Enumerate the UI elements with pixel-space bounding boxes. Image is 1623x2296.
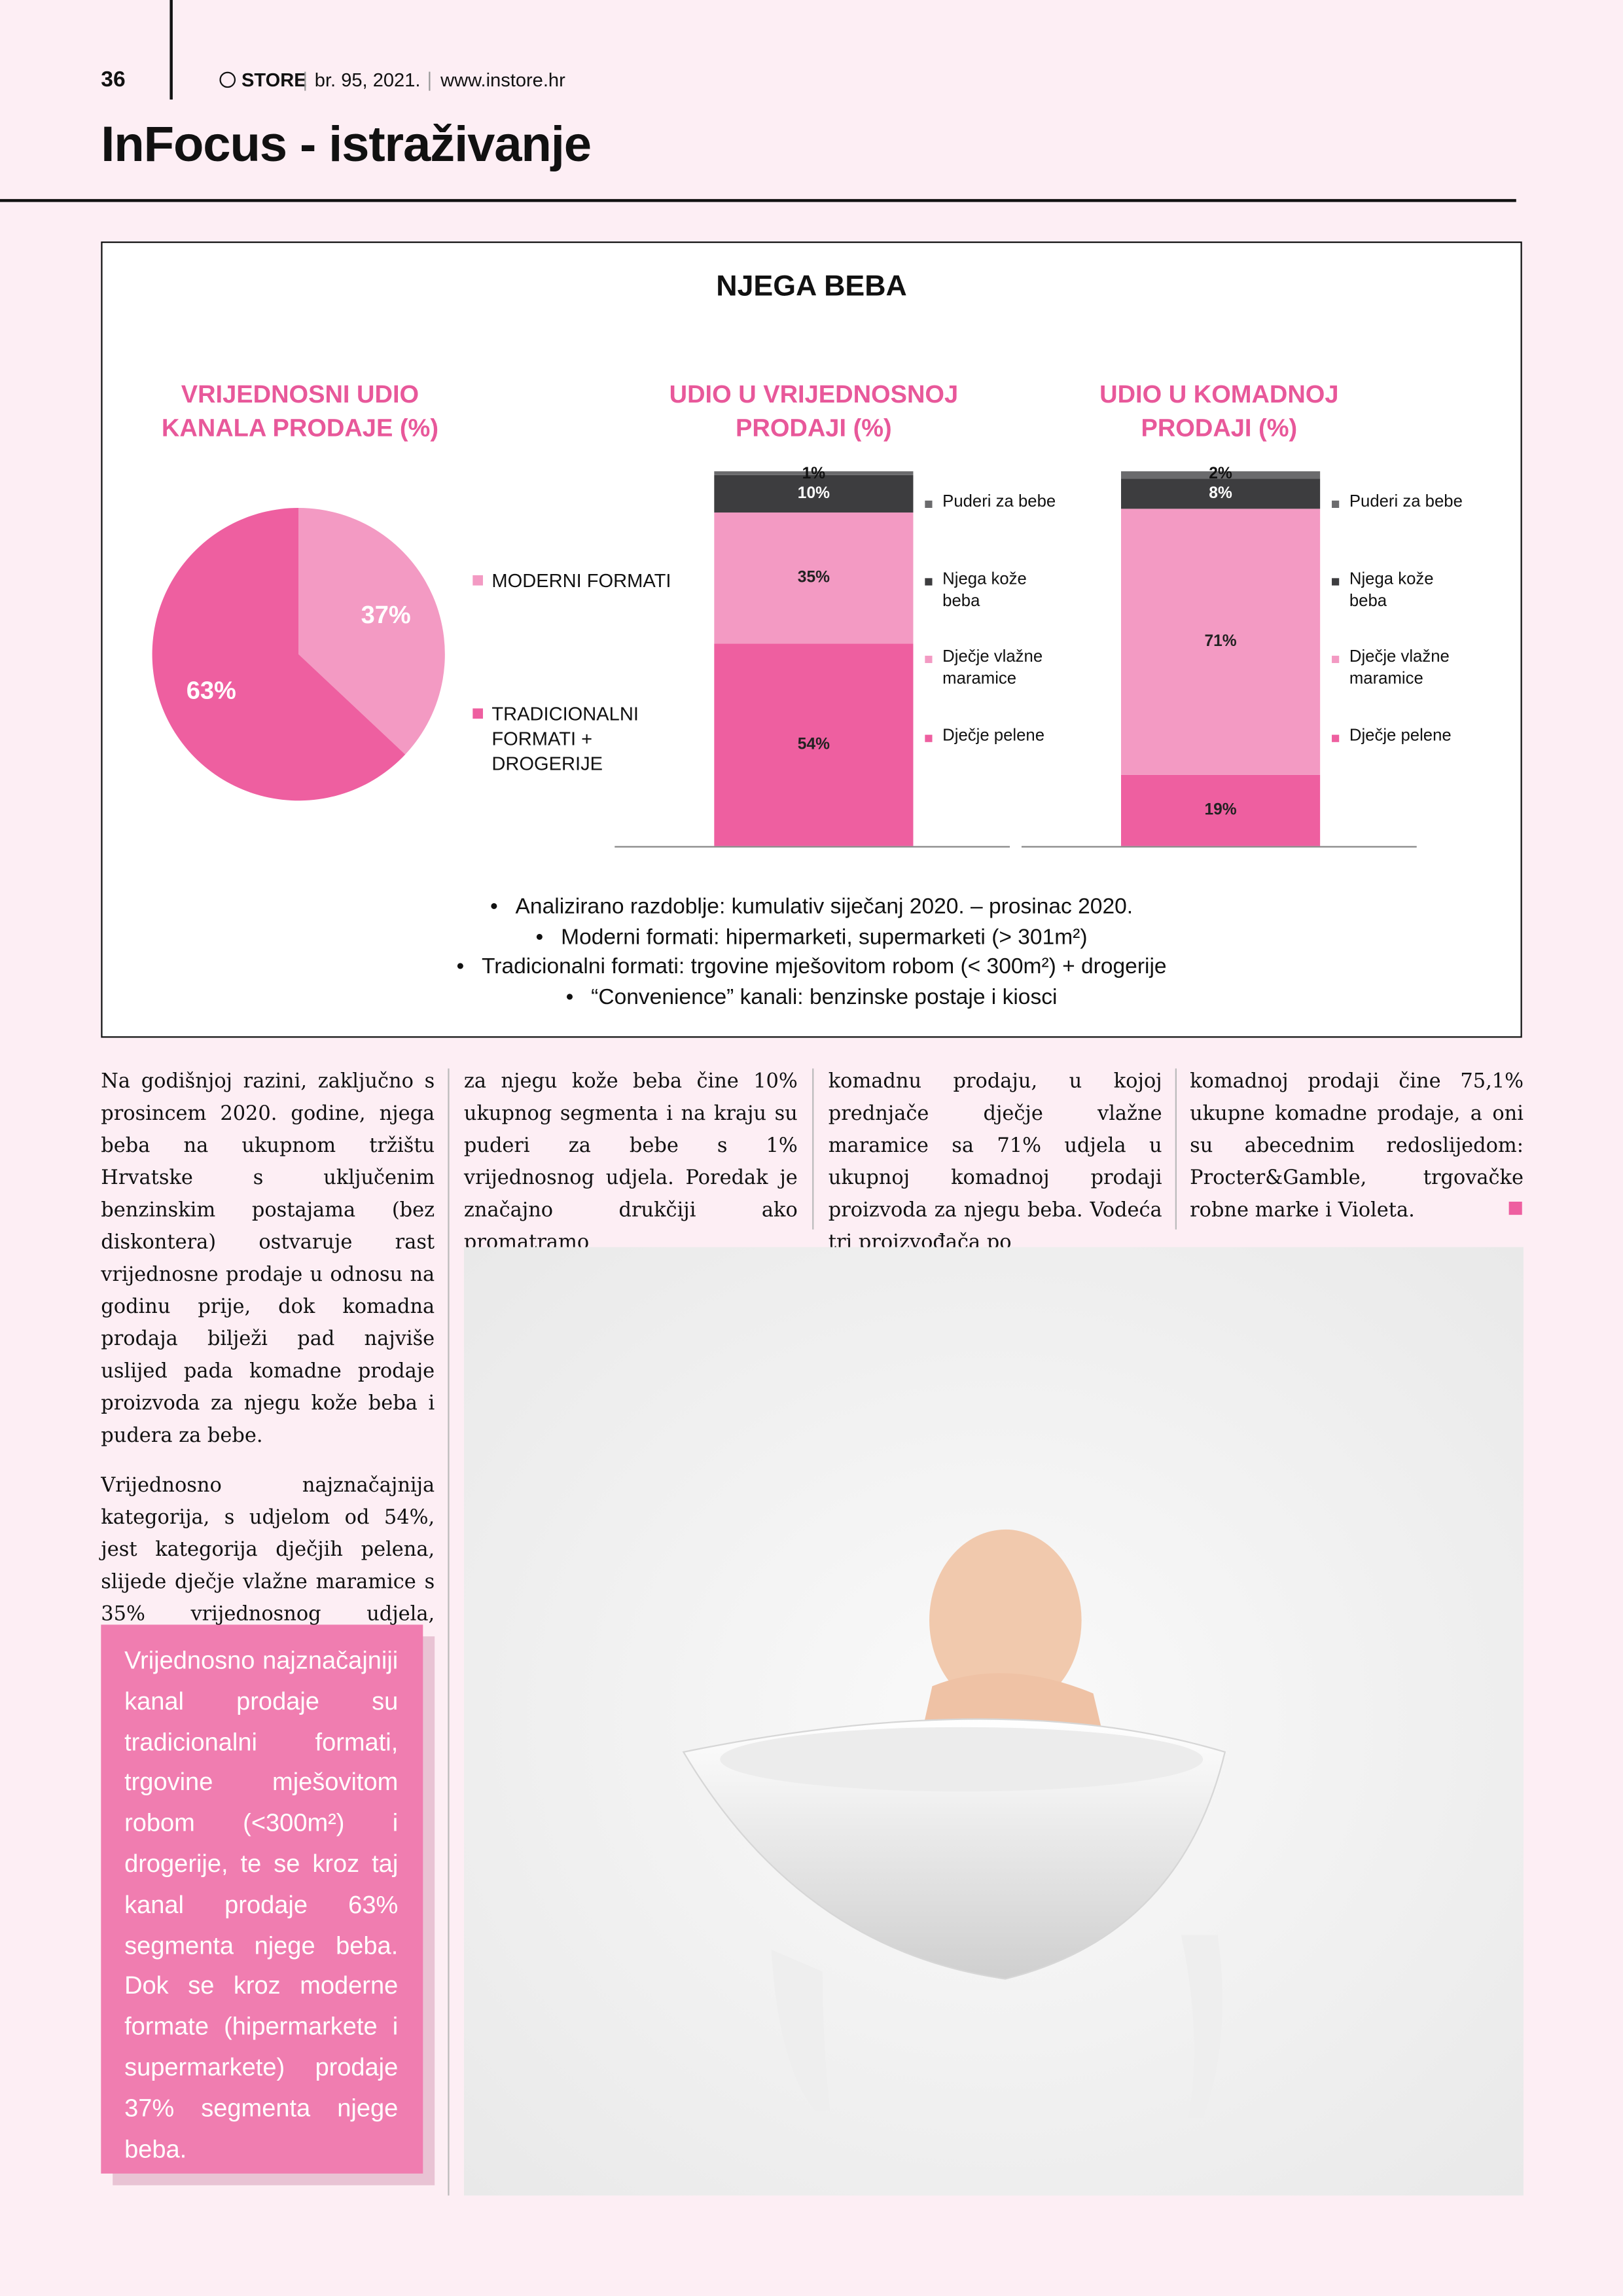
page-number: 36 bbox=[101, 67, 126, 92]
legend-swatch bbox=[925, 500, 933, 508]
paragraph: za njegu kože beba čine 10% ukupnog segm… bbox=[463, 1069, 798, 1255]
text-column: komadnoj prodaji čine 75,1% ukupne komad… bbox=[1190, 1066, 1524, 1244]
legend-swatch bbox=[473, 708, 483, 719]
data-label: 71% bbox=[1204, 632, 1236, 650]
column-rule bbox=[1175, 1068, 1177, 1230]
chart-title: UDIO U VRIJEDNOSNOJ PRODAJI (%) bbox=[669, 380, 959, 442]
logo: STORE bbox=[241, 69, 307, 91]
legend-label: Njega kože beba bbox=[1349, 571, 1434, 611]
photo bbox=[463, 1247, 1524, 2196]
paragraph: komadnoj prodaji čine 75,1% ukupne komad… bbox=[1190, 1069, 1524, 1223]
legend-label: TRADICIONALNI FORMATI + DROGERIJE bbox=[491, 702, 639, 775]
section-title: InFocus - istraživanje bbox=[101, 117, 592, 173]
note: Moderni formati: hipermarketi, supermark… bbox=[0, 925, 1623, 950]
legend-label: Njega kože beba bbox=[942, 571, 1027, 611]
legend-label: Dječje vlažne maramice bbox=[1349, 648, 1450, 689]
bar-segment bbox=[1121, 478, 1321, 509]
header-rule bbox=[169, 0, 173, 100]
bar-segment bbox=[714, 475, 914, 513]
bar-segment bbox=[1121, 774, 1321, 846]
legend-swatch bbox=[925, 734, 933, 742]
data-label: 10% bbox=[798, 484, 830, 502]
legend-label: Dječje pelene bbox=[1349, 727, 1452, 745]
legend-label: Puderi za bebe bbox=[942, 493, 1056, 511]
legend-swatch bbox=[1332, 734, 1340, 742]
pie-slice bbox=[298, 507, 445, 755]
legend-label: MODERNI FORMATI bbox=[491, 569, 671, 592]
column-rule bbox=[812, 1068, 814, 1230]
legend-swatch bbox=[925, 655, 933, 664]
legend-label: Dječje pelene bbox=[942, 727, 1045, 745]
end-mark bbox=[1508, 1202, 1522, 1215]
infographic-title: NJEGA BEBA bbox=[716, 270, 907, 303]
note: Analizirano razdoblje: kumulativ siječan… bbox=[0, 894, 1623, 919]
bar-segment bbox=[714, 643, 914, 846]
bar-segment bbox=[714, 512, 914, 644]
data-label: 2% bbox=[1209, 465, 1232, 482]
data-label: 54% bbox=[798, 736, 830, 753]
bar-segment bbox=[1121, 509, 1321, 775]
bar-segment bbox=[714, 471, 914, 475]
data-label: 63% bbox=[187, 677, 236, 704]
paragraph: Na godišnjoj razini, zaključno s prosinc… bbox=[101, 1069, 435, 1448]
legend-swatch bbox=[1332, 578, 1340, 586]
issue: br. 95, 2021. bbox=[314, 69, 421, 91]
logo-icon bbox=[219, 71, 236, 88]
pull-quote: Vrijednosno najznačajniji kanal prodaje … bbox=[124, 1646, 399, 2163]
bar-segment bbox=[1121, 471, 1321, 479]
separator bbox=[429, 71, 431, 91]
legend-swatch bbox=[1332, 655, 1340, 664]
header-line bbox=[0, 199, 1516, 202]
data-label: 35% bbox=[798, 569, 830, 586]
data-label: 19% bbox=[1204, 801, 1236, 819]
legend-label: Dječje vlažne maramice bbox=[942, 648, 1043, 689]
note: Tradicionalni formati: trgovine mješovit… bbox=[0, 955, 1623, 980]
data-label: 37% bbox=[361, 601, 411, 629]
data-label: 1% bbox=[802, 465, 826, 482]
legend-swatch bbox=[1332, 500, 1340, 508]
text-column: za njegu kože beba čine 10% ukupnog segm… bbox=[464, 1066, 798, 1276]
text-column: Na godišnjoj razini, zaključno s prosinc… bbox=[101, 1066, 435, 1680]
text-column: komadnu prodaju, u kojoj prednjače dječj… bbox=[829, 1066, 1162, 1276]
paragraph: Vrijednosno najznačajnija kategorija, s … bbox=[101, 1473, 435, 1659]
paragraph: komadnu prodaju, u kojoj prednjače dječj… bbox=[828, 1069, 1162, 1255]
chart-title: UDIO U KOMADNOJ PRODAJI (%) bbox=[1099, 380, 1339, 442]
website: www.instore.hr bbox=[440, 69, 565, 91]
separator bbox=[304, 71, 306, 91]
legend-swatch bbox=[473, 575, 483, 586]
legend-swatch bbox=[925, 578, 933, 586]
legend-label: Puderi za bebe bbox=[1349, 493, 1463, 511]
pie-slice bbox=[152, 507, 406, 801]
note: “Convenience” kanali: benzinske postaje … bbox=[0, 985, 1623, 1010]
column-rule bbox=[448, 1068, 450, 2196]
chart-title: VRIJEDNOSNI UDIO KANALA PRODAJE (%) bbox=[161, 380, 439, 442]
pull-quote-box bbox=[101, 1624, 423, 2174]
data-label: 8% bbox=[1209, 484, 1232, 502]
